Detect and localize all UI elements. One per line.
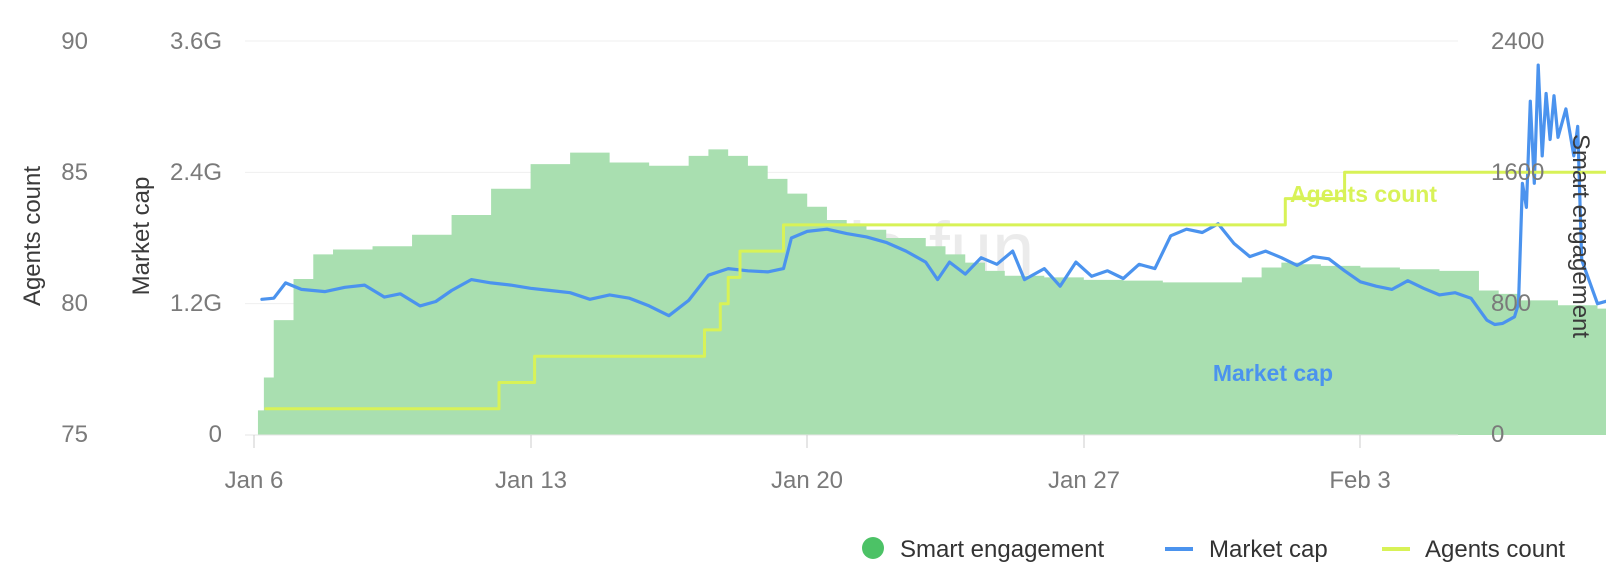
engagement-tick: 2400	[1491, 28, 1544, 55]
agents-tick: 90	[61, 28, 88, 55]
agents-count-annotation: Agents count	[1290, 181, 1437, 207]
x-tick-label: Jan 6	[225, 467, 284, 494]
x-tick-label: Feb 3	[1329, 467, 1390, 494]
x-tick-label: Jan 13	[495, 467, 567, 494]
market-cap-tick: 1.2G	[170, 290, 222, 317]
market-cap-axis: 3.6G 2.4G 1.2G 0 Market cap	[128, 28, 222, 448]
legend-label: Market cap	[1209, 536, 1328, 563]
agents-count-line	[264, 170, 1606, 411]
agents-tick: 85	[61, 159, 88, 186]
market-cap-annotation: Market cap	[1213, 360, 1333, 386]
smart-engagement-area	[255, 149, 1606, 435]
legend-label: Smart engagement	[900, 536, 1104, 563]
market-cap-tick: 2.4G	[170, 159, 222, 186]
market-cap-line	[260, 63, 1606, 327]
engagement-tick: 1600	[1491, 159, 1544, 186]
engagement-tick: 800	[1491, 290, 1531, 317]
market-cap-tick: 3.6G	[170, 28, 222, 55]
engagement-axis-title: Smart engagement	[1567, 134, 1594, 338]
agents-tick: 75	[61, 421, 88, 448]
x-tick-label: Jan 27	[1048, 467, 1120, 494]
legend-dot-icon	[862, 537, 884, 559]
engagement-axis: 2400 1600 800 0 Smart engagement	[1491, 28, 1594, 448]
series-layer	[255, 63, 1606, 435]
legend-item-agents-count[interactable]: Agents count	[1382, 536, 1565, 563]
x-tick-label: Jan 20	[771, 467, 843, 494]
engagement-tick: 0	[1491, 421, 1504, 448]
legend: Smart engagement Market cap Agents count	[862, 536, 1565, 563]
market-cap-axis-title: Market cap	[128, 177, 155, 296]
legend-label: Agents count	[1425, 536, 1565, 563]
legend-item-smart-engagement[interactable]: Smart engagement	[862, 536, 1104, 563]
agents-axis-title: Agents count	[19, 166, 46, 306]
market-cap-tick: 0	[209, 421, 222, 448]
x-axis: Jan 6 Jan 13 Jan 20 Jan 27 Feb 3	[225, 434, 1458, 494]
agents-tick: 80	[61, 290, 88, 317]
legend-item-market-cap[interactable]: Market cap	[1165, 536, 1328, 563]
agents-axis: 90 85 80 75 Agents count	[19, 28, 88, 448]
